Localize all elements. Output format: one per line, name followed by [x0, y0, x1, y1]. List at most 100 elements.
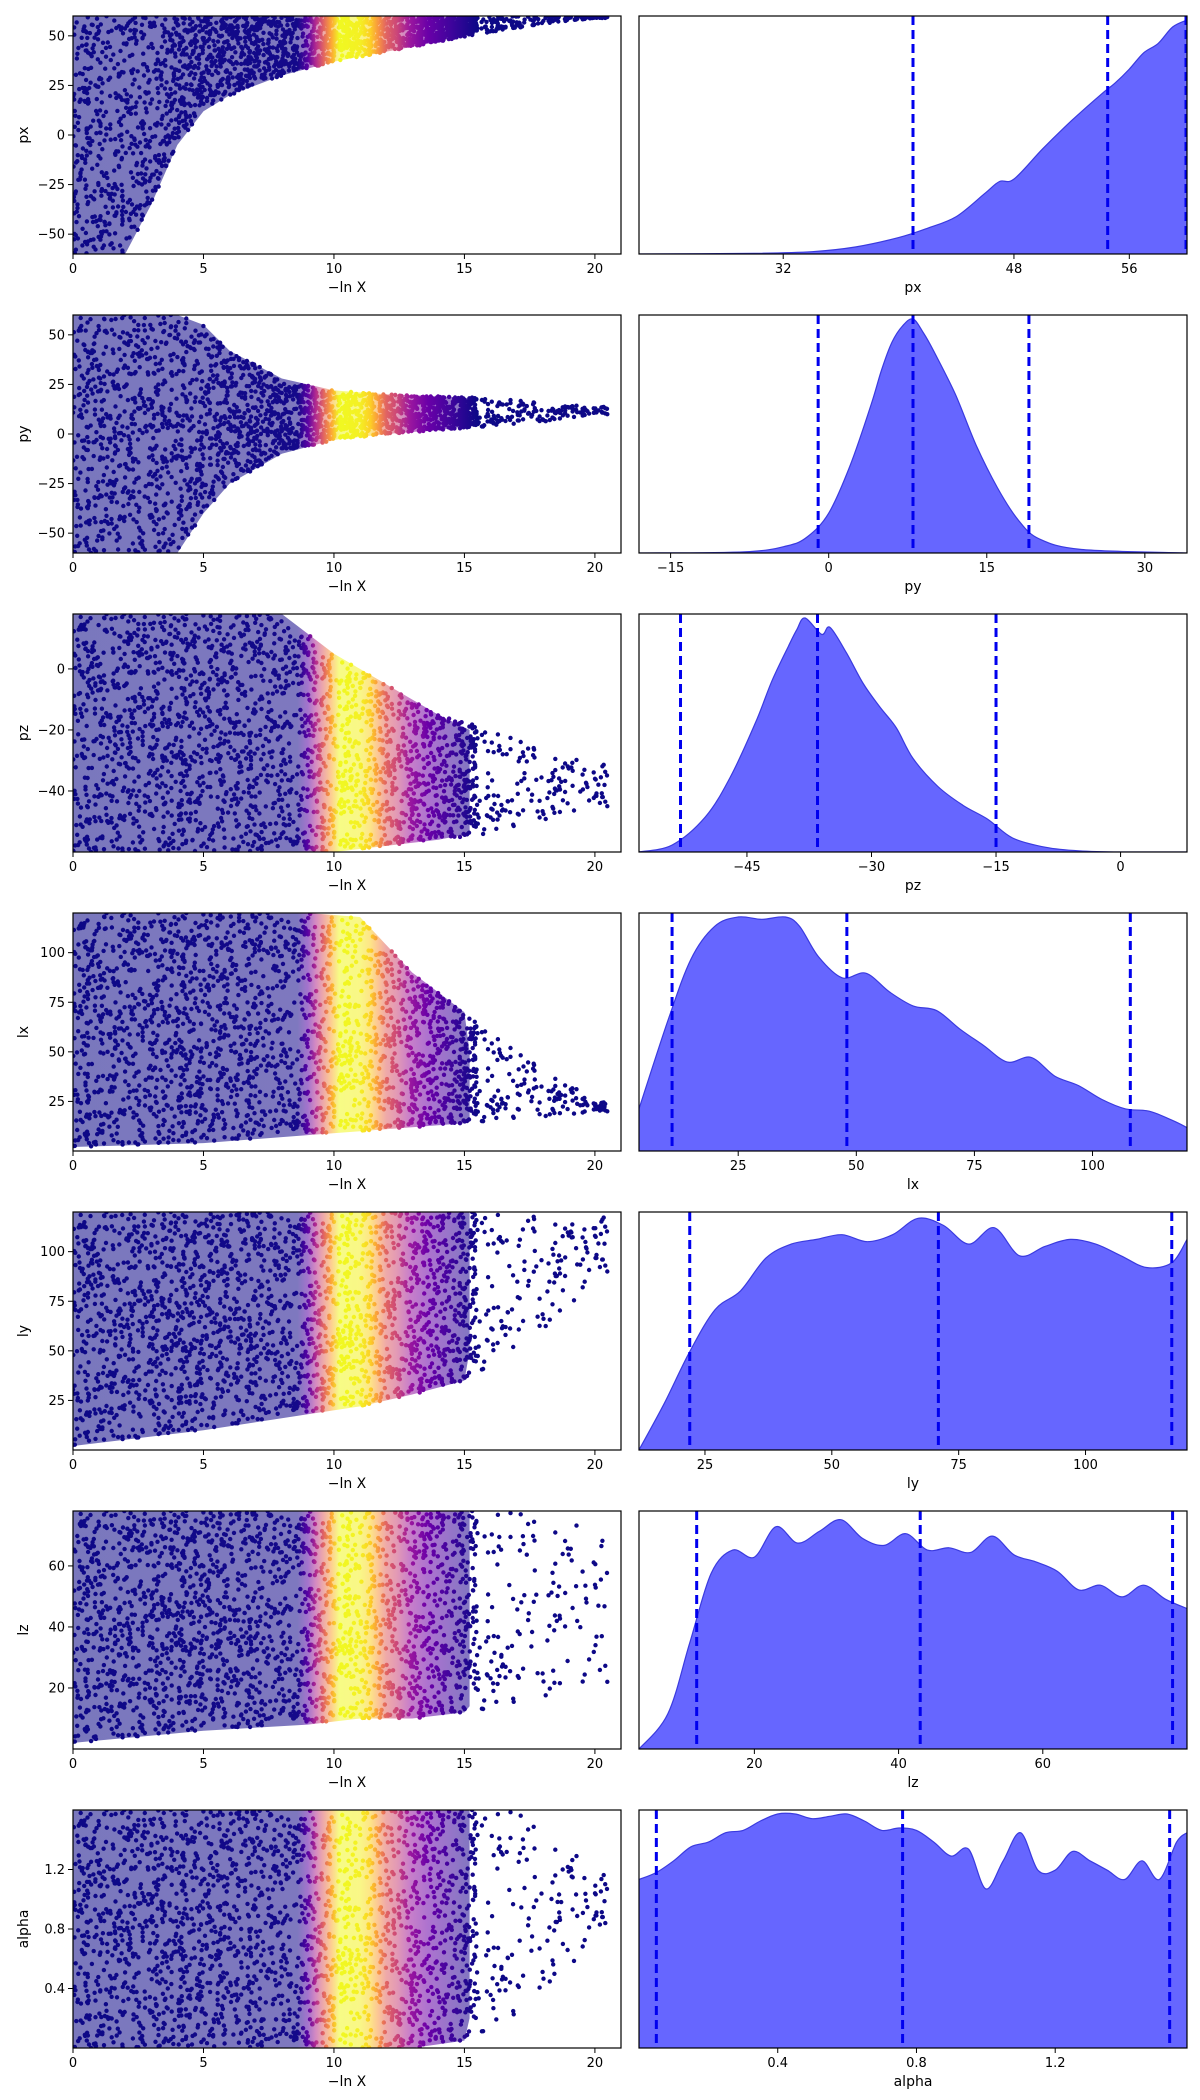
kde-panel-ly: 25 50 75 100 ly: [639, 1212, 1187, 1492]
y-tick-label: 1.2: [44, 1863, 65, 1878]
kde-panel-pz: −45 −30 −15 0 pz: [639, 614, 1187, 894]
y-axis-label: alpha: [16, 1910, 32, 1949]
x-tick-label: 5: [199, 561, 207, 576]
x-tick-label: 100: [1080, 1159, 1105, 1174]
x-axis-label: −ln X: [328, 878, 367, 894]
x-tick-label: 10: [326, 262, 343, 277]
x-tick-label: 56: [1121, 262, 1138, 277]
kde-area: [639, 1520, 1187, 1749]
x-tick-label: 0: [69, 860, 77, 875]
x-tick-label: 50: [848, 1159, 865, 1174]
x-tick-label: 15: [456, 2056, 473, 2071]
x-tick-label: 20: [587, 1757, 604, 1772]
x-tick-label: 48: [1006, 262, 1023, 277]
x-tick-label: 5: [199, 262, 207, 277]
x-tick-label: 5: [199, 1757, 207, 1772]
y-tick-label: 25: [48, 1095, 65, 1110]
y-tick-label: 25: [48, 1394, 65, 1409]
y-tick-label: −25: [38, 477, 65, 492]
y-tick-label: 25: [48, 79, 65, 94]
y-tick-label: 0.4: [44, 1982, 65, 1997]
x-axis-label: pz: [905, 878, 921, 894]
x-tick-label: 20: [587, 561, 604, 576]
x-tick-label: 15: [456, 1458, 473, 1473]
x-axis-label: −ln X: [328, 1775, 367, 1791]
x-tick-label: 32: [775, 262, 792, 277]
x-tick-label: 20: [587, 1159, 604, 1174]
x-tick-label: 5: [199, 1458, 207, 1473]
x-tick-label: 15: [456, 860, 473, 875]
x-tick-label: 0.4: [767, 2056, 788, 2071]
x-tick-label: 40: [890, 1757, 907, 1772]
y-tick-label: 75: [48, 996, 65, 1011]
x-tick-label: 1.2: [1045, 2056, 1066, 2071]
x-tick-label: −30: [858, 860, 885, 875]
scatter-panel-pz: 0 5 10 15 20−40−200−ln Xpz: [16, 612, 621, 894]
y-tick-label: 50: [48, 1344, 65, 1359]
x-tick-label: 20: [587, 860, 604, 875]
y-axis-label: ly: [16, 1325, 32, 1337]
x-tick-label: 25: [697, 1458, 714, 1473]
y-tick-label: 75: [48, 1295, 65, 1310]
x-axis-label: alpha: [894, 2074, 933, 2090]
x-axis-label: ly: [907, 1476, 919, 1492]
y-tick-label: 50: [48, 1045, 65, 1060]
x-tick-label: 75: [950, 1458, 967, 1473]
y-tick-label: 0: [57, 428, 65, 443]
x-tick-label: 5: [199, 860, 207, 875]
x-tick-label: −45: [733, 860, 760, 875]
y-axis-label: px: [16, 126, 32, 143]
x-tick-label: 15: [456, 561, 473, 576]
x-tick-label: 100: [1073, 1458, 1098, 1473]
y-tick-label: 50: [48, 328, 65, 343]
y-tick-label: −50: [38, 228, 65, 243]
x-tick-label: 0: [69, 1757, 77, 1772]
y-tick-label: 25: [48, 378, 65, 393]
x-tick-label: 15: [978, 561, 995, 576]
x-tick-label: 0.8: [906, 2056, 927, 2071]
kde-area: [639, 917, 1187, 1151]
x-tick-label: 15: [456, 1757, 473, 1772]
x-tick-label: 25: [730, 1159, 747, 1174]
x-tick-label: 10: [326, 561, 343, 576]
x-tick-label: 0: [825, 561, 833, 576]
x-tick-label: 0: [69, 1458, 77, 1473]
y-tick-label: 20: [48, 1681, 65, 1696]
x-axis-label: lx: [907, 1177, 919, 1193]
x-axis-label: −ln X: [328, 1476, 367, 1492]
kde-area: [639, 1813, 1187, 2048]
x-tick-label: 15: [456, 262, 473, 277]
x-tick-label: 10: [326, 2056, 343, 2071]
y-tick-label: 40: [48, 1620, 65, 1635]
y-tick-label: 0: [57, 129, 65, 144]
y-tick-label: 60: [48, 1559, 65, 1574]
y-axis-label: py: [16, 425, 32, 442]
x-axis-label: −ln X: [328, 579, 367, 595]
x-tick-label: 5: [199, 1159, 207, 1174]
kde-panel-px: 32 48 56 px: [639, 16, 1187, 296]
y-tick-label: 50: [48, 29, 65, 44]
x-tick-label: 0: [69, 1159, 77, 1174]
x-axis-label: lz: [907, 1775, 918, 1791]
x-tick-label: 50: [824, 1458, 841, 1473]
x-tick-label: 10: [326, 1757, 343, 1772]
x-tick-label: 5: [199, 2056, 207, 2071]
x-axis-label: px: [904, 280, 921, 296]
y-tick-label: −20: [38, 723, 65, 738]
x-tick-label: 0: [69, 262, 77, 277]
x-tick-label: 0: [1116, 860, 1124, 875]
x-axis-label: −ln X: [328, 2074, 367, 2090]
kde-area: [639, 618, 1187, 852]
x-tick-label: −15: [982, 860, 1009, 875]
x-axis-label: −ln X: [328, 1177, 367, 1193]
y-tick-label: 0.8: [44, 1923, 65, 1938]
x-axis-label: py: [904, 579, 921, 595]
kde-panel-alpha: 0.4 0.8 1.2 alpha: [639, 1810, 1187, 2090]
